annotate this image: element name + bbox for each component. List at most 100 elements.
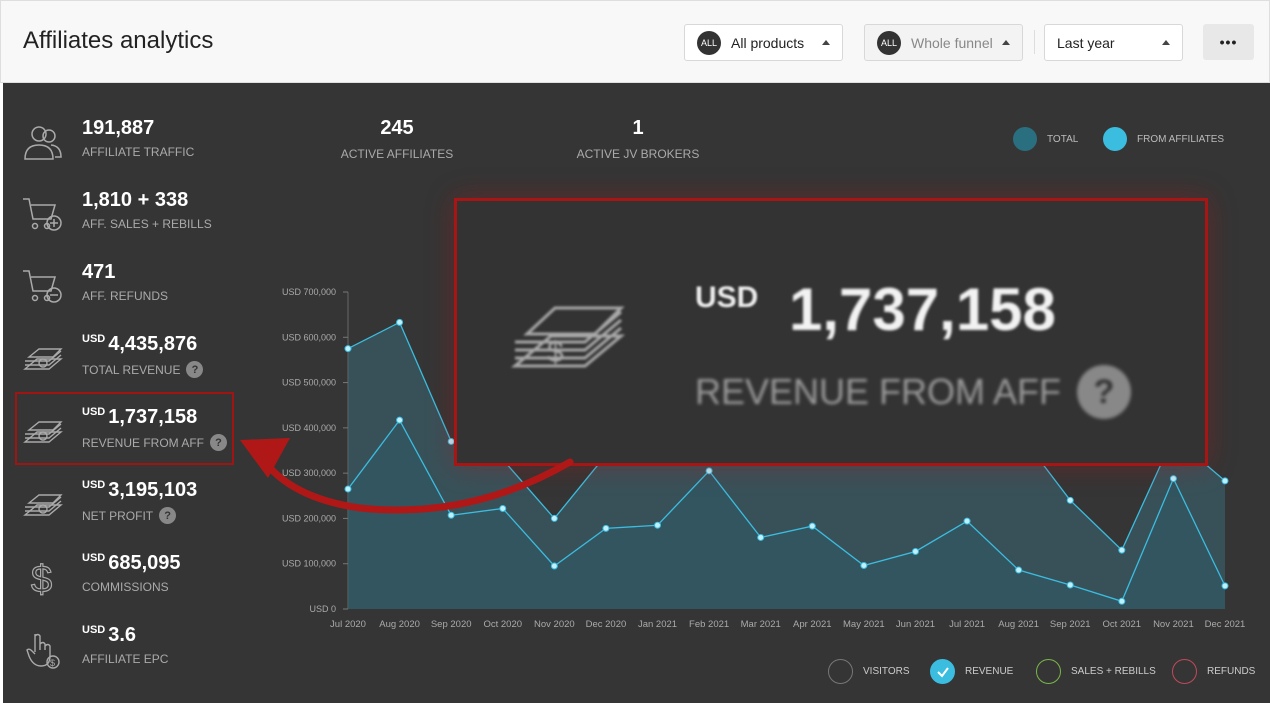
stat-value: USD 3,195,103 <box>82 479 198 501</box>
stat-label: COMMISSIONS <box>82 580 169 594</box>
funnel-filter-value: Whole funnel <box>911 34 993 51</box>
callout-currency: USD <box>695 281 759 314</box>
stat-label: AFFILIATE TRAFFIC <box>82 145 195 159</box>
y-tick-label: USD 400,000 <box>282 423 336 433</box>
x-tick-label: Jun 2021 <box>896 619 935 630</box>
highlight-box <box>15 392 234 465</box>
x-tick-label: Apr 2021 <box>793 619 832 630</box>
caret-up-icon <box>822 40 830 45</box>
all-badge: ALL <box>697 30 721 55</box>
stat-affiliate-traffic: 191,887 AFFILIATE TRAFFIC <box>3 117 253 187</box>
legend-label: SALES + REBILLS <box>1071 666 1156 677</box>
data-point <box>396 318 404 326</box>
x-tick-label: Sep 2020 <box>431 619 472 630</box>
money-stack-icon <box>23 348 63 370</box>
stat-value: USD 4,435,876 <box>82 333 198 355</box>
kpi-value: 1 <box>632 117 644 139</box>
y-tick-label: USD 600,000 <box>282 332 336 342</box>
kpi-active-jv: 1 ACTIVE JV BROKERS <box>576 117 700 161</box>
period-filter-value: Last year <box>1057 34 1115 51</box>
stat-value: 471 <box>82 261 116 283</box>
stat-value: USD 3.6 <box>82 624 137 646</box>
data-point <box>1015 566 1023 574</box>
legend-sales-rebills[interactable]: SALES + REBILLS <box>1036 659 1156 684</box>
x-tick-label: Jul 2020 <box>330 619 366 630</box>
data-point <box>447 511 455 519</box>
data-point <box>757 533 765 541</box>
toggle-circle-icon <box>1036 659 1061 684</box>
help-icon[interactable]: ? <box>159 507 177 524</box>
legend-from-affiliates[interactable]: FROM AFFILIATES <box>1103 127 1224 151</box>
page-title: Affiliates analytics <box>23 27 214 54</box>
x-tick-label: May 2021 <box>843 619 885 630</box>
stat-aff-refunds: 471 AFF. REFUNDS <box>3 261 253 331</box>
data-point <box>396 416 404 424</box>
legend-visitors[interactable]: VISITORS <box>828 659 910 684</box>
data-point <box>602 524 610 532</box>
x-tick-label: Dec 2020 <box>586 619 627 630</box>
funnel-filter-dropdown[interactable]: ALL Whole funnel <box>864 24 1023 61</box>
legend-refunds[interactable]: REFUNDS <box>1172 659 1255 684</box>
data-point <box>963 517 971 525</box>
kpi-active-affiliates: 245 ACTIVE AFFILIATES <box>337 117 457 161</box>
zoom-callout: $ USD 1,737,158 REVENUE FROM AFF ? <box>454 198 1208 466</box>
x-tick-label: Sep 2021 <box>1050 619 1091 630</box>
legend-label: VISITORS <box>863 666 910 677</box>
data-point <box>344 345 352 353</box>
x-tick-label: Mar 2021 <box>741 619 781 630</box>
money-stack-icon: $ <box>510 306 626 369</box>
data-point <box>654 521 662 529</box>
product-filter-value: All products <box>731 34 805 51</box>
y-tick-label: USD 300,000 <box>282 468 336 478</box>
svg-text:$: $ <box>50 658 55 668</box>
more-options-button[interactable]: ••• <box>1203 24 1254 60</box>
kpi-label: ACTIVE AFFILIATES <box>340 147 454 161</box>
kpi-label: ACTIVE JV BROKERS <box>576 147 700 161</box>
data-point <box>550 514 558 522</box>
y-tick-label: USD 500,000 <box>282 378 336 388</box>
x-tick-label: Jan 2021 <box>638 619 677 630</box>
period-filter-dropdown[interactable]: Last year <box>1044 24 1183 61</box>
stat-revenue-from-aff: USD 1,737,158 REVENUE FROM AFF? <box>3 406 253 476</box>
money-stack-icon <box>23 494 63 516</box>
legend-dot <box>1013 127 1037 151</box>
data-point <box>1066 496 1074 504</box>
svg-text:$: $ <box>547 336 564 369</box>
legend-label: REFUNDS <box>1207 666 1256 677</box>
stat-value: USD 1,737,158 <box>82 406 198 428</box>
help-icon[interactable]: ? <box>210 434 228 451</box>
legend-revenue[interactable]: REVENUE <box>930 659 1013 684</box>
data-point <box>911 547 919 555</box>
stat-value: 1,810 + 338 <box>82 189 189 211</box>
stat-label: REVENUE FROM AFF? <box>82 434 228 451</box>
data-point <box>808 522 816 530</box>
stat-label: AFF. REFUNDS <box>82 289 169 303</box>
series-area <box>348 420 1225 609</box>
product-filter-dropdown[interactable]: ALL All products <box>684 24 843 61</box>
legend-total[interactable]: TOTAL <box>1013 127 1078 151</box>
stat-label: AFF. SALES + REBILLS <box>82 217 212 231</box>
stat-label: NET PROFIT? <box>82 507 177 524</box>
stat-value: 191,887 <box>82 117 155 139</box>
data-point <box>499 504 507 512</box>
stat-affiliate-epc: $ USD 3.6 AFFILIATE EPC <box>3 624 253 694</box>
users-icon <box>24 126 62 160</box>
data-point <box>1066 581 1074 589</box>
stat-value: USD 685,095 <box>82 552 181 574</box>
check-icon <box>930 659 955 684</box>
money-stack-icon <box>23 421 63 443</box>
x-tick-label: Aug 2021 <box>998 619 1039 630</box>
stat-commissions: $ USD 685,095 COMMISSIONS <box>3 552 253 622</box>
hand-click-icon: $ <box>26 633 60 669</box>
page-header: Affiliates analytics ALL All products AL… <box>0 0 1270 83</box>
help-icon[interactable]: ? <box>186 361 204 378</box>
stat-aff-sales: 1,810 + 338 AFF. SALES + REBILLS <box>3 189 253 259</box>
stat-total-revenue: USD 4,435,876 TOTAL REVENUE? <box>3 333 253 403</box>
x-tick-label: Nov 2020 <box>534 619 575 630</box>
caret-up-icon <box>1162 40 1170 45</box>
x-tick-label: Nov 2021 <box>1153 619 1194 630</box>
legend-label: FROM AFFILIATES <box>1137 133 1225 145</box>
x-tick-label: Aug 2020 <box>379 619 420 630</box>
all-badge: ALL <box>877 30 901 55</box>
y-tick-label: USD 700,000 <box>282 287 336 297</box>
